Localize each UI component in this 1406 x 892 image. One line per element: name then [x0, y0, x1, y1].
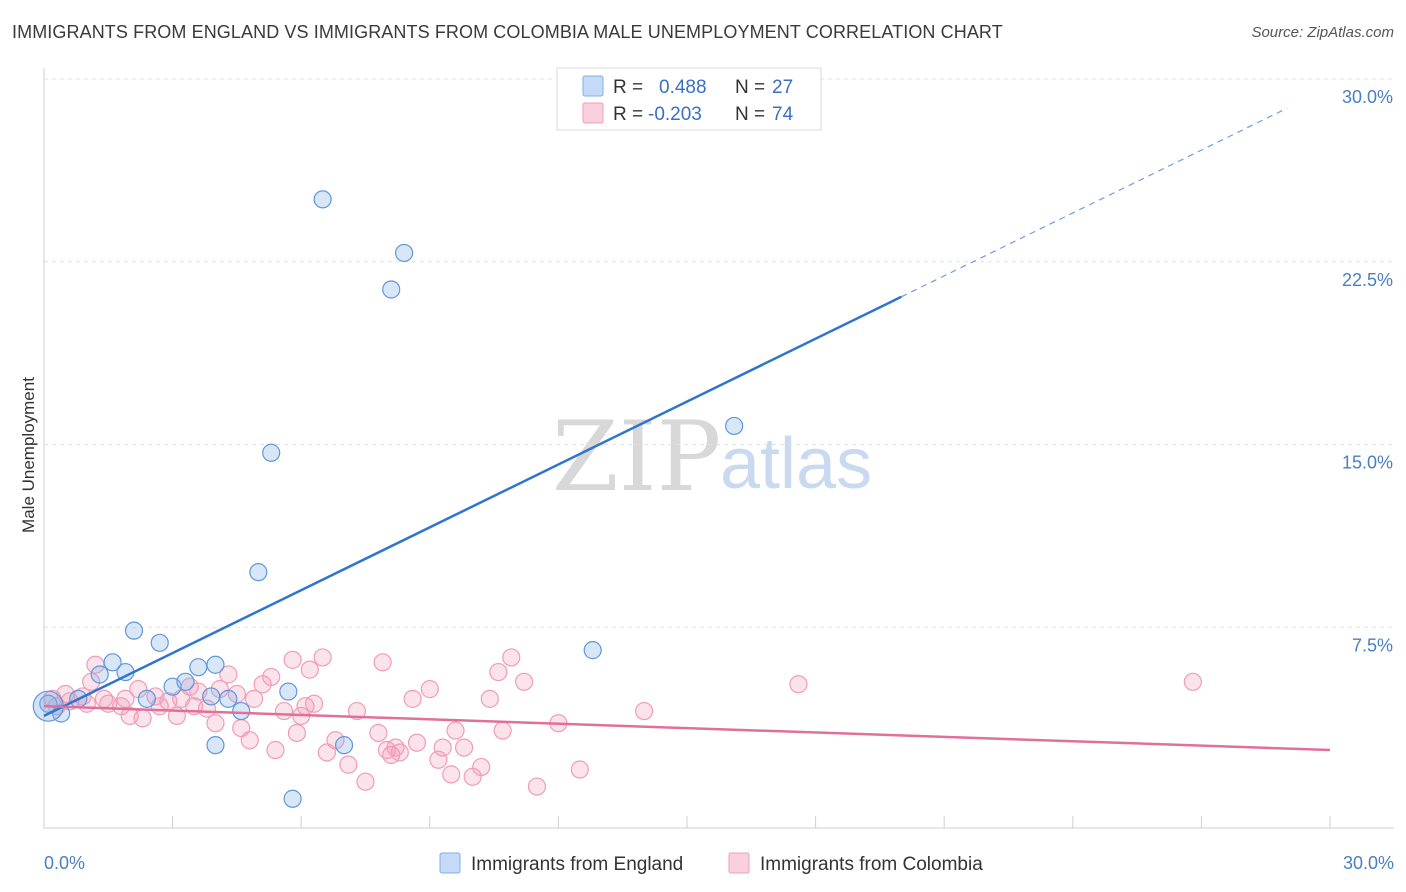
- colombia-point: [326, 731, 345, 750]
- colombia-point: [339, 755, 358, 774]
- y-tick-labels: 7.5% 15.0% 22.5% 30.0%: [1342, 87, 1393, 655]
- colombia-point: [515, 672, 534, 691]
- trendlines: [43, 107, 1331, 752]
- colombia-trendline: [43, 704, 1331, 752]
- england-point: [206, 736, 225, 755]
- colombia-point: [262, 667, 281, 687]
- colombia-point: [489, 662, 508, 682]
- england-point: [283, 789, 302, 808]
- colombia-point: [304, 694, 324, 713]
- colombia-point: [133, 709, 152, 728]
- colombia-point: [527, 777, 547, 796]
- england-point: [103, 653, 122, 672]
- colombia-point: [570, 760, 589, 779]
- y-tick-label: 15.0%: [1342, 453, 1393, 473]
- bottom-legend-swatch-colombia: [728, 852, 750, 874]
- england-point: [124, 621, 144, 640]
- watermark-zip: ZIP: [552, 401, 721, 513]
- england-point: [39, 694, 58, 713]
- bottom-legend-colombia: Immigrants from Colombia: [760, 854, 983, 875]
- colombia-point: [274, 701, 294, 721]
- colombia-point: [266, 740, 285, 760]
- colombia-point: [480, 689, 499, 708]
- england-point: [725, 416, 744, 436]
- england-point: [137, 689, 156, 708]
- colombia-point: [313, 648, 332, 667]
- legend-r-label-colombia: R =: [613, 104, 643, 125]
- england-trendline-extension: [901, 107, 1288, 298]
- england-point: [232, 701, 251, 721]
- colombia-point: [446, 721, 465, 740]
- colombia-point: [356, 772, 375, 791]
- colombia-point: [472, 757, 491, 777]
- x-tick-label-min: 0.0%: [44, 853, 85, 873]
- england-point: [206, 655, 225, 674]
- correlation-legend: R = 0.488 N = 27 R = -0.203 N = 74: [556, 67, 822, 131]
- england-trendline: [43, 295, 902, 718]
- x-tick-marks: [43, 816, 1331, 828]
- colombia-point: [377, 740, 397, 760]
- england-point: [394, 243, 414, 263]
- colombia-point: [227, 684, 246, 704]
- bottom-legend-england: Immigrants from England: [471, 854, 683, 875]
- legend-r-colombia: -0.203: [648, 104, 702, 125]
- source-credit: Source: ZipAtlas.com: [1251, 24, 1394, 41]
- england-point: [334, 736, 354, 755]
- chart-title: IMMIGRANTS FROM ENGLAND VS IMMIGRANTS FR…: [12, 22, 1003, 42]
- england-point: [176, 672, 195, 691]
- colombia-point: [454, 738, 474, 757]
- x-tick-label-max: 30.0%: [1343, 853, 1394, 873]
- colombia-point: [219, 665, 238, 684]
- england-point: [583, 641, 602, 660]
- colombia-point: [789, 675, 808, 694]
- colombia-point: [283, 650, 302, 669]
- colombia-point: [116, 689, 135, 708]
- colombia-point: [502, 648, 521, 667]
- y-tick-label: 22.5%: [1342, 270, 1393, 290]
- colombia-point: [369, 723, 388, 743]
- colombia-point: [403, 689, 422, 708]
- series-legend: Immigrants from England Immigrants from …: [439, 852, 983, 875]
- colombia-point: [240, 731, 259, 750]
- colombia-point: [433, 738, 452, 757]
- england-point: [150, 633, 169, 652]
- england-point: [202, 687, 221, 706]
- legend-r-england: 0.488: [659, 77, 707, 98]
- england-point: [90, 665, 109, 684]
- watermark-atlas: atlas: [720, 424, 872, 504]
- colombia-point: [244, 689, 264, 708]
- legend-n-england: 27: [772, 77, 793, 98]
- bottom-legend-swatch-england: [439, 852, 461, 874]
- legend-n-label-colombia: N =: [735, 104, 765, 125]
- y-tick-label: 7.5%: [1352, 635, 1393, 655]
- colombia-point: [347, 701, 367, 721]
- legend-swatch-colombia: [582, 102, 604, 124]
- y-tick-label: 30.0%: [1342, 87, 1393, 107]
- colombia-point: [635, 701, 654, 721]
- y-axis-label: Male Unemployment: [19, 377, 38, 533]
- legend-r-label-england: R =: [613, 77, 643, 98]
- colombia-point: [442, 765, 461, 784]
- england-point: [249, 563, 268, 582]
- legend-n-colombia: 74: [772, 104, 794, 125]
- england-point: [382, 280, 401, 299]
- england-point: [262, 443, 281, 462]
- colombia-point: [206, 714, 225, 733]
- england-point: [219, 689, 238, 708]
- england-point: [189, 658, 208, 677]
- colombia-point: [493, 721, 512, 740]
- colombia-point: [420, 680, 439, 699]
- colombia-point: [407, 733, 427, 752]
- legend-n-label-england: N =: [735, 77, 765, 98]
- colombia-point: [300, 660, 319, 679]
- gridlines: [44, 78, 1394, 628]
- england-point: [313, 190, 332, 209]
- legend-swatch-england: [582, 75, 604, 97]
- colombia-point: [287, 723, 307, 743]
- colombia-point: [1183, 672, 1202, 691]
- england-point: [279, 682, 298, 701]
- colombia-point: [373, 653, 392, 672]
